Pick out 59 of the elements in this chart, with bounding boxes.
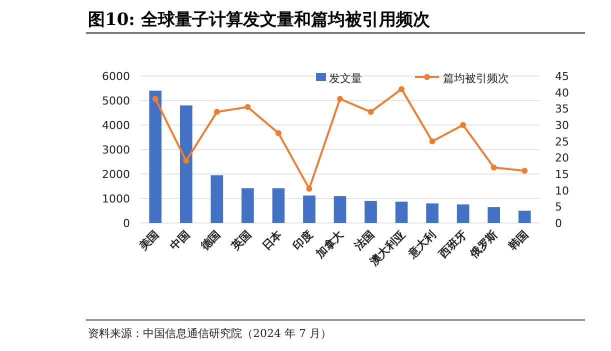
bar — [180, 105, 192, 223]
x-tick-label: 美国 — [136, 228, 162, 254]
y2-tick-label: 20 — [555, 152, 569, 165]
x-tick-label: 印度 — [290, 228, 316, 253]
bar — [334, 196, 346, 223]
x-tick-label: 中国 — [168, 228, 192, 253]
y2-tick-label: 5 — [555, 200, 562, 214]
bar — [395, 202, 408, 223]
y2-tick-label: 40 — [555, 86, 569, 100]
y2-tick-label: 10 — [555, 184, 569, 198]
y2-tick-label: 0 — [555, 217, 562, 230]
legend-label: 发文量 — [329, 72, 362, 85]
y2-tick-label: 45 — [555, 70, 569, 83]
x-tick-label: 德国 — [198, 228, 224, 254]
bar — [488, 207, 500, 223]
x-tick-label: 意大利 — [405, 228, 438, 262]
x-tick-label: 俄罗斯 — [466, 228, 500, 262]
y2-tick-label: 25 — [555, 135, 569, 148]
point — [183, 158, 190, 164]
point — [368, 108, 374, 115]
bar — [210, 175, 224, 223]
bar — [518, 210, 531, 223]
y2-tick-label: 15 — [555, 168, 569, 181]
point — [244, 104, 251, 110]
point — [460, 122, 466, 128]
y2-tick-label: 35 — [555, 102, 569, 116]
x-tick-label: 西班牙 — [436, 228, 470, 262]
y2-tick-label: 30 — [555, 119, 569, 132]
x-tick-label: 英国 — [228, 228, 254, 254]
y-tick-label: 4000 — [102, 119, 130, 132]
x-tick-label: 日本 — [260, 227, 286, 253]
bar — [272, 188, 285, 223]
bar — [456, 204, 470, 223]
point — [429, 138, 436, 144]
point — [275, 130, 282, 136]
bar — [303, 196, 316, 223]
text: 资料来源：中国信息通信研究院（2024 年 7 月） — [88, 327, 332, 340]
point — [398, 86, 405, 92]
bar — [149, 90, 162, 223]
bar — [242, 188, 254, 223]
y-tick-label: 0 — [123, 217, 130, 230]
point — [214, 108, 220, 115]
y-tick-label: 5000 — [102, 94, 130, 108]
point — [152, 96, 158, 102]
point — [306, 186, 312, 192]
legend-label: 篇均被引频次 — [443, 72, 509, 85]
chart-title: 图10: 全球量子计算发文量和篇均被引用频次 — [88, 10, 431, 30]
x-tick-label: 韩国 — [505, 228, 531, 254]
y-tick-label: 6000 — [102, 70, 130, 83]
x-tick-label: 加拿大 — [312, 227, 347, 262]
point — [337, 96, 343, 102]
y-tick-label: 1000 — [102, 192, 130, 206]
bar — [426, 203, 438, 223]
bar — [364, 200, 377, 223]
y-tick-label: 2000 — [102, 168, 130, 181]
y-tick-label: 3000 — [102, 144, 130, 156]
point — [522, 168, 528, 174]
x-tick-label: 法国 — [351, 228, 377, 254]
point — [490, 164, 497, 170]
